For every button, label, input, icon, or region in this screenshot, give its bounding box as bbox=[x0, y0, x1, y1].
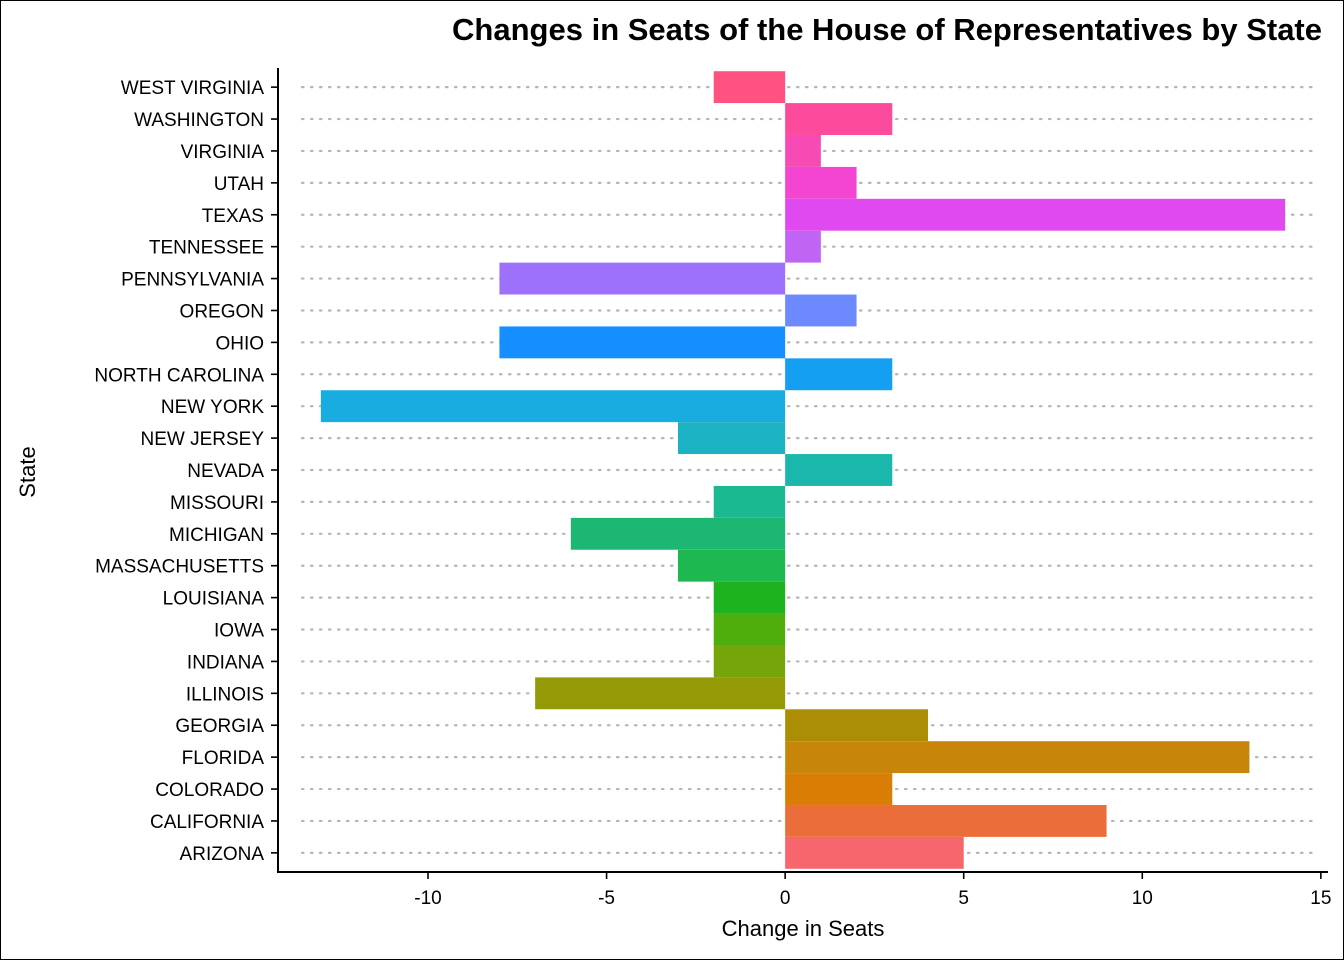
y-tick-label-new-york: NEW YORK bbox=[161, 397, 264, 418]
y-tick-label-michigan: MICHIGAN bbox=[169, 525, 264, 546]
bars bbox=[320, 71, 1286, 869]
y-tick-label-utah: UTAH bbox=[214, 174, 264, 195]
y-tick-label-pennsylvania: PENNSYLVANIA bbox=[121, 270, 264, 291]
bar-texas bbox=[785, 198, 1286, 231]
bar-california bbox=[785, 805, 1107, 837]
bar-new-jersey bbox=[678, 422, 786, 455]
bar-tennessee bbox=[785, 230, 821, 263]
y-tick-label-massachusetts: MASSACHUSETTS bbox=[95, 557, 264, 578]
x-axis-label: Change in Seats bbox=[721, 916, 885, 941]
bar-west-virginia bbox=[713, 71, 786, 104]
bar-illinois bbox=[535, 677, 786, 710]
bar-utah bbox=[785, 166, 857, 199]
bar-colorado bbox=[785, 773, 893, 805]
y-tick-label-indiana: INDIANA bbox=[187, 652, 264, 673]
chart-title: Changes in Seats of the House of Represe… bbox=[452, 12, 1322, 47]
bar-nevada bbox=[785, 454, 893, 486]
x-tick-label-2: 0 bbox=[780, 888, 791, 909]
bar-oregon bbox=[785, 294, 857, 327]
bar-michigan bbox=[570, 517, 786, 550]
bar-iowa bbox=[713, 613, 786, 646]
y-tick-label-california: CALIFORNIA bbox=[150, 812, 264, 833]
bar-pennsylvania bbox=[499, 262, 786, 295]
bar-north-carolina bbox=[785, 358, 893, 391]
y-tick-label-new-jersey: NEW JERSEY bbox=[140, 429, 264, 450]
y-tick-label-north-carolina: NORTH CAROLINA bbox=[94, 365, 264, 386]
y-tick-label-colorado: COLORADO bbox=[155, 780, 264, 801]
bar-indiana bbox=[713, 645, 786, 678]
y-tick-label-florida: FLORIDA bbox=[182, 748, 265, 769]
x-tick-label-5: 15 bbox=[1310, 888, 1331, 909]
y-tick-label-georgia: GEORGIA bbox=[175, 716, 264, 737]
y-tick-label-missouri: MISSOURI bbox=[170, 493, 264, 514]
y-tick-label-iowa: IOWA bbox=[214, 621, 264, 642]
bar-louisiana bbox=[713, 581, 786, 614]
x-tick-label-1: -5 bbox=[598, 888, 615, 909]
y-tick-label-oregon: OREGON bbox=[180, 301, 264, 322]
y-tick-label-washington: WASHINGTON bbox=[134, 110, 264, 131]
axes: ARIZONA CALIFORNIA COLORADO FLORIDA GEORGIA I… bbox=[94, 68, 1331, 909]
y-tick-label-nevada: NEVADA bbox=[187, 461, 264, 482]
bar-massachusetts bbox=[678, 549, 786, 582]
x-tick-label-3: 5 bbox=[958, 888, 969, 909]
y-tick-label-texas: TEXAS bbox=[202, 206, 264, 227]
bar-virginia bbox=[785, 135, 821, 167]
bar-arizona bbox=[785, 836, 964, 869]
bar-georgia bbox=[785, 709, 928, 742]
y-tick-label-illinois: ILLINOIS bbox=[186, 684, 264, 705]
bar-new-york bbox=[320, 390, 786, 423]
bar-ohio bbox=[499, 326, 786, 359]
x-tick-label-0: -10 bbox=[414, 888, 441, 909]
x-tick-label-4: 10 bbox=[1132, 888, 1153, 909]
y-tick-label-arizona: ARIZONA bbox=[180, 844, 265, 865]
y-tick-label-louisiana: LOUISIANA bbox=[163, 589, 265, 610]
bar-washington bbox=[785, 103, 893, 135]
y-tick-label-virginia: VIRGINIA bbox=[181, 142, 265, 163]
y-tick-label-tennessee: TENNESSEE bbox=[149, 238, 264, 259]
y-tick-label-west-virginia: WEST VIRGINIA bbox=[121, 78, 265, 99]
bar-florida bbox=[785, 741, 1250, 774]
y-tick-label-ohio: OHIO bbox=[215, 333, 264, 354]
bar-missouri bbox=[713, 485, 786, 518]
